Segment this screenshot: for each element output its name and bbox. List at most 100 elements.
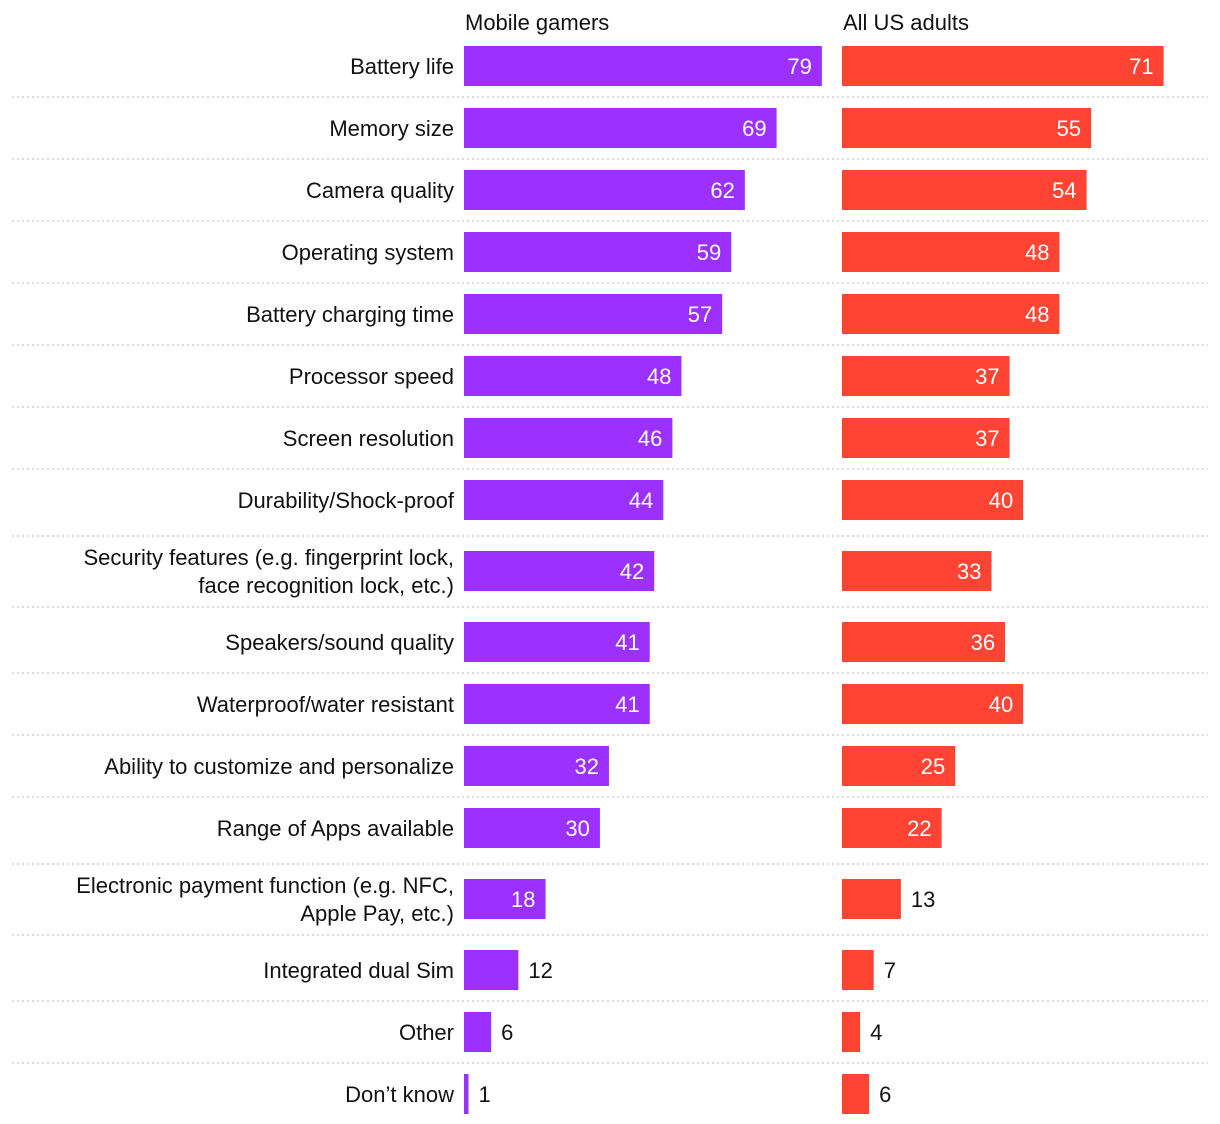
mobile-gamers-bar: [464, 950, 519, 990]
all-us-adults-bar: [842, 746, 956, 786]
chart-row: Durability/Shock-proof 44 40: [238, 480, 1024, 520]
series-header-1: Mobile gamers: [465, 10, 609, 35]
chart-row: Operating system 59 48: [282, 232, 1060, 272]
all-us-adults-value-label: 40: [989, 692, 1013, 717]
all-us-adults-value-label: 6: [879, 1082, 891, 1107]
mobile-gamers-value-label: 41: [615, 692, 639, 717]
category-label: Integrated dual Sim: [263, 958, 454, 983]
category-label: Apple Pay, etc.): [300, 901, 454, 926]
all-us-adults-bar: [842, 1012, 861, 1052]
category-label: Battery charging time: [246, 302, 454, 327]
all-us-adults-value-label: 13: [911, 887, 935, 912]
mobile-gamers-value-label: 46: [638, 426, 662, 451]
all-us-adults-value-label: 48: [1025, 302, 1049, 327]
mobile-gamers-value-label: 32: [574, 754, 598, 779]
mobile-gamers-bar: [464, 1074, 469, 1114]
chart-row: Battery life 79 71: [350, 46, 1164, 86]
mobile-gamers-value-label: 79: [787, 54, 811, 79]
chart-row: Battery charging time 57 48: [246, 294, 1060, 334]
mobile-gamers-bar: [464, 879, 546, 919]
category-label: Battery life: [350, 54, 454, 79]
chart-row: Waterproof/water resistant 41 40: [197, 684, 1024, 724]
mobile-gamers-bar: [464, 1012, 492, 1052]
mobile-gamers-value-label: 59: [697, 240, 721, 265]
mobile-gamers-value-label: 6: [501, 1020, 513, 1045]
mobile-gamers-bar: [464, 418, 673, 458]
category-label: Range of Apps available: [217, 816, 454, 841]
all-us-adults-bar: [842, 622, 1006, 662]
category-label: Camera quality: [306, 178, 454, 203]
chart-row: Speakers/sound quality 41 36: [225, 622, 1006, 662]
all-us-adults-value-label: 54: [1052, 178, 1076, 203]
mobile-gamers-bar: [464, 294, 723, 334]
mobile-gamers-value-label: 30: [565, 816, 589, 841]
series-header-2: All US adults: [843, 10, 969, 35]
category-label: Other: [399, 1020, 454, 1045]
all-us-adults-value-label: 40: [989, 488, 1013, 513]
all-us-adults-bar: [842, 418, 1010, 458]
all-us-adults-bar: [842, 551, 992, 591]
all-us-adults-bar: [842, 46, 1164, 86]
category-label: Speakers/sound quality: [225, 630, 454, 655]
mobile-gamers-value-label: 48: [647, 364, 671, 389]
all-us-adults-bar: [842, 950, 874, 990]
chart-row: Security features (e.g. fingerprint lock…: [84, 545, 992, 598]
mobile-gamers-bar: [464, 551, 655, 591]
chart-row: Integrated dual Sim 12 7: [263, 950, 896, 990]
all-us-adults-bar: [842, 170, 1087, 210]
all-us-adults-bar: [842, 108, 1092, 148]
chart-row: Screen resolution 46 37: [283, 418, 1010, 458]
chart-row: Memory size 69 55: [329, 108, 1092, 148]
mobile-gamers-value-label: 1: [479, 1082, 491, 1107]
mobile-gamers-value-label: 69: [742, 116, 766, 141]
chart-row: Electronic payment function (e.g. NFC, Ap…: [76, 873, 935, 926]
category-label: Electronic payment function (e.g. NFC,: [76, 873, 454, 898]
category-label: Screen resolution: [283, 426, 454, 451]
mobile-gamers-bar: [464, 746, 609, 786]
all-us-adults-value-label: 71: [1129, 54, 1153, 79]
category-label: Durability/Shock-proof: [238, 488, 455, 513]
all-us-adults-bar: [842, 808, 942, 848]
mobile-gamers-bar: [464, 46, 822, 86]
all-us-adults-value-label: 22: [907, 816, 931, 841]
category-label: Don’t know: [345, 1082, 454, 1107]
mobile-gamers-value-label: 41: [615, 630, 639, 655]
mobile-gamers-value-label: 18: [511, 887, 535, 912]
mobile-gamers-bar: [464, 356, 682, 396]
mobile-gamers-bar: [464, 480, 664, 520]
all-us-adults-bar: [842, 684, 1024, 724]
mobile-gamers-bar: [464, 622, 650, 662]
chart-row: Processor speed 48 37: [289, 356, 1010, 396]
chart-row: Ability to customize and personalize 32 25: [104, 746, 956, 786]
mobile-gamers-bar: [464, 232, 732, 272]
mobile-gamers-bar: [464, 808, 600, 848]
all-us-adults-value-label: 7: [884, 958, 896, 983]
mobile-gamers-value-label: 62: [710, 178, 734, 203]
all-us-adults-bar: [842, 879, 901, 919]
mobile-gamers-bar: [464, 684, 650, 724]
row-separators: [12, 96, 1208, 1064]
all-us-adults-bar: [842, 1074, 870, 1114]
category-label: Processor speed: [289, 364, 454, 389]
mobile-gamers-value-label: 44: [629, 488, 653, 513]
all-us-adults-bar: [842, 356, 1010, 396]
mobile-gamers-value-label: 42: [620, 559, 644, 584]
mobile-gamers-bar: [464, 170, 745, 210]
all-us-adults-bar: [842, 294, 1060, 334]
all-us-adults-value-label: 36: [971, 630, 995, 655]
category-label: Ability to customize and personalize: [104, 754, 454, 779]
all-us-adults-value-label: 4: [870, 1020, 882, 1045]
all-us-adults-value-label: 55: [1057, 116, 1081, 141]
category-label: Memory size: [329, 116, 454, 141]
mobile-gamers-value-label: 12: [528, 958, 552, 983]
chart-row: Camera quality 62 54: [306, 170, 1087, 210]
category-label: Security features (e.g. fingerprint lock…: [84, 545, 455, 570]
all-us-adults-value-label: 33: [957, 559, 981, 584]
all-us-adults-value-label: 48: [1025, 240, 1049, 265]
all-us-adults-value-label: 25: [921, 754, 945, 779]
chart-row: Other 6 4: [399, 1012, 882, 1052]
category-label: face recognition lock, etc.): [198, 573, 454, 598]
all-us-adults-value-label: 37: [975, 364, 999, 389]
